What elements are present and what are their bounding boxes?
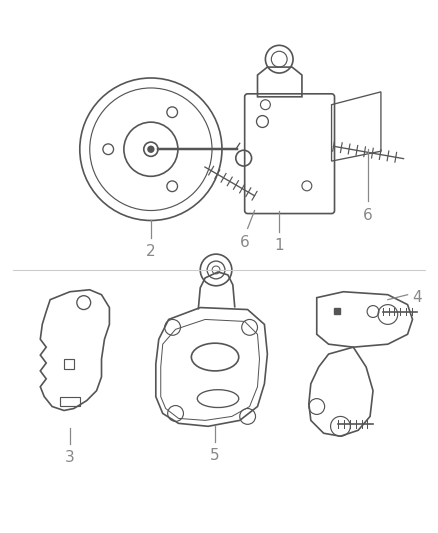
Text: 1: 1	[275, 238, 284, 253]
Circle shape	[148, 147, 154, 152]
Text: 5: 5	[210, 448, 220, 463]
Bar	[60, 397, 80, 406]
Text: 2: 2	[146, 244, 155, 259]
Text: 4: 4	[413, 290, 422, 305]
Bar	[64, 359, 74, 369]
Text: 6: 6	[363, 208, 373, 223]
Text: 3: 3	[65, 450, 75, 465]
Bar	[333, 308, 340, 314]
Text: 6: 6	[240, 236, 250, 251]
